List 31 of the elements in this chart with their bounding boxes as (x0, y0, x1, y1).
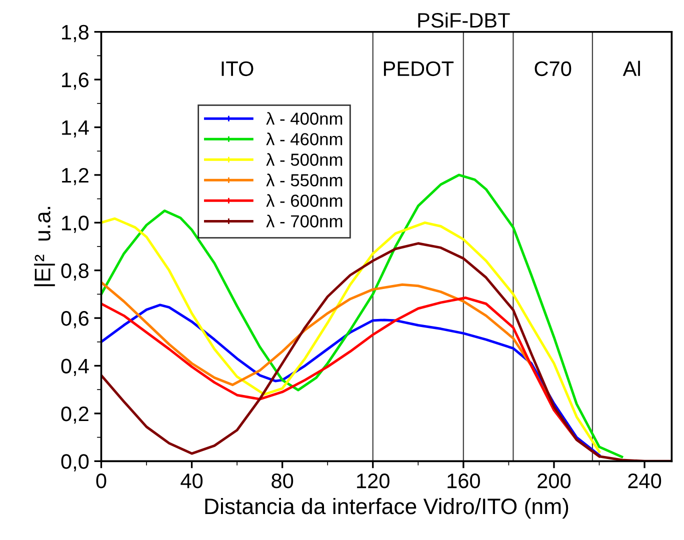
y-tick-label: 1,8 (62, 24, 89, 42)
x-tick-label: 80 (272, 474, 294, 488)
legend-label: λ - 700nm (266, 214, 342, 228)
y-tick-label: 1,2 (62, 168, 88, 186)
line-series (101, 174, 624, 458)
y-axis-title: |E|² u.a. (34, 206, 55, 286)
x-tick-label: 240 (628, 474, 662, 488)
y-tick-label: 1,0 (62, 216, 89, 233)
x-tick-label: 40 (180, 474, 203, 488)
legend-label: λ - 500nm (266, 153, 342, 166)
y-tick-label: 1,6 (62, 72, 89, 90)
x-tick-label: 120 (357, 474, 390, 488)
annotation: C70 (534, 61, 572, 76)
x-tick-label: 0 (96, 474, 106, 488)
annotation: PEDOT (384, 61, 454, 76)
legend-label: λ - 400nm (266, 112, 342, 125)
annotation: ITO (222, 61, 254, 76)
annotation: Al (622, 60, 640, 76)
y-tick-label: 1,4 (62, 120, 89, 138)
y-tick-label: 0,2 (61, 406, 88, 424)
legend-label: λ - 550nm (266, 174, 342, 186)
x-tick-label: 160 (448, 474, 480, 488)
x-axis-title: Distancia da interface Vidro/ITO (nm) (205, 498, 568, 519)
y-tick-label: 0,0 (61, 454, 89, 472)
legend-label: λ - 600nm (266, 194, 342, 207)
text: PSiF-DBT (418, 12, 510, 28)
x-tick-label: 200 (538, 474, 571, 488)
y-tick-label: 0,8 (61, 263, 89, 281)
y-tick-label: 0,6 (61, 311, 89, 328)
y-tick-label: 0,4 (61, 358, 89, 376)
legend-label: λ - 460nm (266, 132, 342, 146)
